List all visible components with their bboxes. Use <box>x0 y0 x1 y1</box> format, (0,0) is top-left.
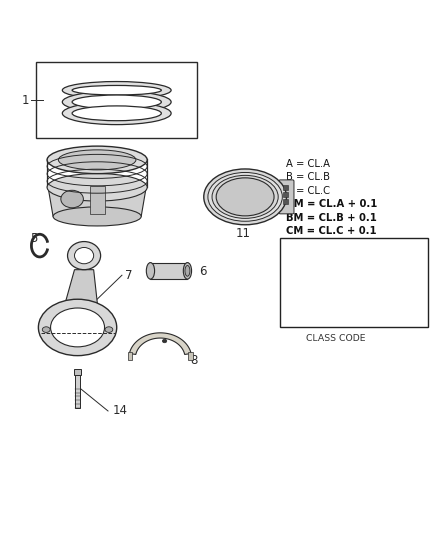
Bar <box>188 352 193 360</box>
Text: 11: 11 <box>236 228 251 240</box>
Text: 14: 14 <box>113 405 127 417</box>
Bar <box>74 369 81 375</box>
Text: 5: 5 <box>30 232 38 245</box>
Ellipse shape <box>39 299 117 356</box>
Text: AM = CL.A + 0.1: AM = CL.A + 0.1 <box>286 199 378 209</box>
Bar <box>127 352 132 360</box>
Ellipse shape <box>47 146 147 174</box>
Text: A = CL.A: A = CL.A <box>286 158 330 168</box>
Ellipse shape <box>184 263 191 279</box>
Ellipse shape <box>62 82 171 99</box>
Text: 6: 6 <box>199 265 207 278</box>
FancyBboxPatch shape <box>279 180 294 214</box>
Ellipse shape <box>208 173 283 221</box>
Ellipse shape <box>58 150 136 170</box>
Ellipse shape <box>62 102 171 125</box>
Ellipse shape <box>67 241 101 270</box>
Text: CLASS CODE: CLASS CODE <box>306 334 366 343</box>
Ellipse shape <box>62 91 171 113</box>
Polygon shape <box>48 187 146 216</box>
Bar <box>36 62 197 138</box>
Text: B = CL.B: B = CL.B <box>286 172 330 182</box>
Ellipse shape <box>74 247 94 264</box>
Ellipse shape <box>72 95 161 109</box>
Ellipse shape <box>72 85 161 95</box>
Ellipse shape <box>42 327 50 333</box>
Bar <box>283 185 288 190</box>
Bar <box>283 192 288 197</box>
Polygon shape <box>62 270 99 313</box>
Ellipse shape <box>72 106 161 120</box>
Bar <box>150 263 187 279</box>
Text: 2: 2 <box>93 148 101 161</box>
Bar <box>75 375 80 408</box>
Ellipse shape <box>162 340 167 343</box>
Bar <box>90 186 105 214</box>
Text: 8: 8 <box>191 353 198 367</box>
Ellipse shape <box>212 175 278 219</box>
Text: 7: 7 <box>125 269 133 282</box>
Text: BM = CL.B + 0.1: BM = CL.B + 0.1 <box>286 213 377 223</box>
Ellipse shape <box>53 207 141 226</box>
Ellipse shape <box>47 174 147 201</box>
Text: 1: 1 <box>21 94 29 107</box>
Polygon shape <box>129 333 191 354</box>
Ellipse shape <box>105 327 113 333</box>
Bar <box>283 199 288 204</box>
Ellipse shape <box>185 265 190 276</box>
Ellipse shape <box>50 308 105 347</box>
Text: CM = CL.C + 0.1: CM = CL.C + 0.1 <box>286 226 377 236</box>
Ellipse shape <box>216 178 274 216</box>
Ellipse shape <box>61 190 83 208</box>
Ellipse shape <box>146 263 155 279</box>
Text: C = CL.C: C = CL.C <box>286 185 330 196</box>
Bar <box>280 238 428 327</box>
Ellipse shape <box>204 169 286 225</box>
